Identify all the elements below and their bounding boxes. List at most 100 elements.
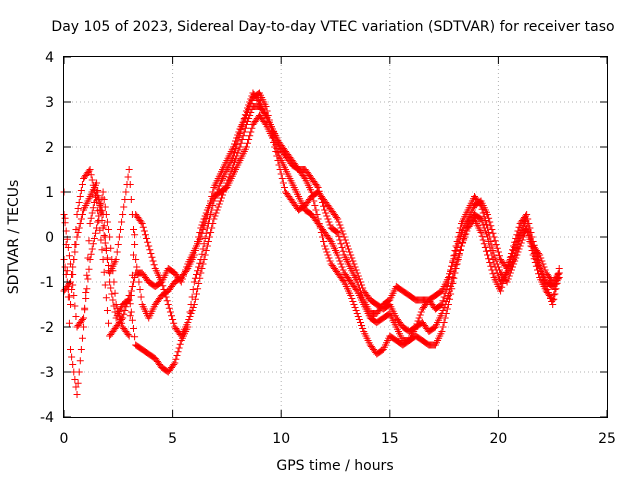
data-point — [334, 215, 342, 223]
data-point-interp — [453, 244, 461, 251]
data-point — [223, 179, 231, 187]
data-point — [216, 197, 224, 205]
data-point-interp — [224, 176, 232, 184]
data-point — [536, 251, 544, 259]
data-point-interp — [504, 262, 512, 269]
data-point-interp — [461, 233, 469, 241]
data-point-interp — [312, 206, 320, 214]
data-point-interp — [485, 229, 493, 236]
data-point-interp — [137, 293, 145, 301]
data-point-interp — [538, 257, 546, 265]
data-point-interp — [504, 275, 512, 283]
data-point-interp — [65, 280, 73, 287]
data-markers — [60, 89, 563, 398]
data-point-interp — [207, 229, 215, 236]
data-point-interp — [517, 239, 525, 247]
data-point-interp — [540, 277, 548, 284]
data-point-interp — [271, 131, 279, 139]
data-point — [321, 206, 329, 214]
data-point — [542, 283, 550, 290]
data-point-interp — [335, 254, 343, 262]
data-point-interp — [228, 164, 236, 172]
data-point-interp — [486, 218, 494, 226]
data-point-interp — [71, 248, 79, 256]
data-point-interp — [76, 357, 84, 365]
data-point-interp — [192, 242, 200, 250]
data-point — [484, 211, 492, 218]
data-point-interp — [320, 202, 328, 210]
data-point — [86, 220, 94, 227]
data-point — [347, 251, 355, 259]
data-point-interp — [487, 238, 495, 245]
data-point-interp — [110, 278, 118, 286]
data-point-interp — [491, 254, 499, 262]
data-point-interp — [339, 247, 347, 255]
data-point-interp — [531, 253, 539, 260]
data-point-interp — [98, 217, 106, 224]
data-point-interp — [70, 292, 78, 299]
data-point-interp — [69, 281, 77, 289]
data-point-interp — [65, 252, 73, 260]
data-point-interp — [358, 322, 366, 329]
plot-frame — [63, 56, 608, 418]
data-point-interp — [491, 237, 499, 245]
data-point — [164, 301, 172, 308]
data-point — [197, 269, 205, 277]
data-point-interp — [107, 244, 115, 252]
data-point-interp — [102, 211, 110, 218]
data-point-interp — [219, 191, 227, 199]
data-point-interp — [166, 308, 174, 316]
data-point-interp — [454, 256, 462, 263]
data-point-interp — [130, 226, 138, 233]
data-point-interp — [352, 286, 360, 293]
data-point-interp — [89, 204, 97, 212]
data-point-interp — [144, 238, 152, 246]
data-point-interp — [554, 271, 562, 278]
data-point-interp — [120, 310, 128, 318]
data-point — [477, 229, 485, 236]
data-point-interp — [316, 191, 324, 199]
data-point-interp — [248, 97, 256, 104]
data-point-interp — [68, 271, 76, 278]
data-point-interp — [541, 280, 549, 287]
data-point-interp — [343, 242, 351, 250]
data-point-interp — [509, 250, 517, 257]
data-point-interp — [74, 205, 82, 212]
data-point-interp — [348, 254, 356, 262]
data-point-interp — [512, 241, 520, 248]
data-point-interp — [127, 196, 135, 203]
series-day-4 — [60, 103, 563, 340]
data-point-interp — [84, 275, 92, 283]
data-point-interp — [519, 233, 527, 241]
data-point-interp — [324, 251, 332, 259]
data-point — [125, 332, 133, 340]
data-point-interp — [355, 316, 363, 323]
chart-title: Day 105 of 2023, Sidereal Day-to-day VTE… — [51, 19, 614, 35]
data-point-interp — [217, 194, 225, 202]
data-point-interp — [183, 266, 191, 274]
data-point-interp — [495, 266, 503, 274]
data-point-interp — [175, 344, 183, 352]
data-point-interp — [547, 295, 555, 302]
data-point-interp — [336, 221, 344, 229]
data-point-interp — [209, 188, 217, 196]
data-point — [86, 166, 94, 173]
data-point-interp — [85, 237, 93, 245]
data-point — [510, 247, 518, 254]
data-point-interp — [108, 256, 116, 263]
data-point-interp — [114, 241, 122, 248]
data-point — [73, 391, 81, 398]
data-point-interp — [245, 115, 253, 122]
data-point-interp — [146, 246, 154, 254]
data-point-interp — [131, 333, 139, 341]
data-point-interp — [455, 236, 463, 244]
data-point-interp — [131, 231, 139, 239]
data-point-interp — [339, 277, 347, 284]
data-point-interp — [323, 212, 331, 220]
x-tick-label: 5 — [168, 431, 177, 447]
data-point-interp — [159, 282, 167, 290]
data-point-interp — [65, 319, 73, 327]
data-point-interp — [326, 257, 334, 265]
data-point-interp — [338, 263, 346, 271]
data-point-interp — [276, 166, 284, 173]
